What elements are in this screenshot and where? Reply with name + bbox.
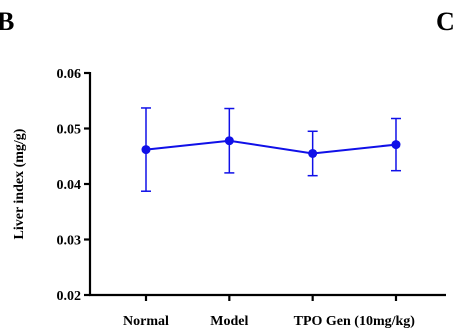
x-tick-label: TPO Gen (10mg/kg) bbox=[294, 314, 416, 329]
data-point bbox=[308, 148, 318, 158]
panel-label-c: C bbox=[436, 7, 455, 36]
x-tick-label: Model bbox=[210, 314, 248, 329]
x-tick-label: Normal bbox=[123, 314, 169, 329]
series-layer bbox=[141, 107, 401, 192]
y-tick-label: 0.03 bbox=[57, 234, 82, 249]
x-axis: Normal Model TPO Gen (10mg/kg) bbox=[89, 293, 446, 329]
data-point bbox=[391, 140, 401, 150]
series-line bbox=[145, 139, 397, 155]
y-axis-title: Liver index (mg/g) bbox=[12, 128, 27, 239]
data-point bbox=[224, 136, 234, 146]
y-tick-label: 0.04 bbox=[57, 178, 82, 193]
y-tick-label: 0.02 bbox=[57, 289, 82, 304]
data-point bbox=[141, 145, 151, 155]
y-axis: 0.02 0.03 0.04 0.05 0.06 bbox=[57, 67, 92, 304]
y-tick-label: 0.06 bbox=[57, 67, 82, 82]
panel-label-b: B bbox=[0, 7, 14, 36]
y-tick-label: 0.05 bbox=[57, 123, 82, 138]
